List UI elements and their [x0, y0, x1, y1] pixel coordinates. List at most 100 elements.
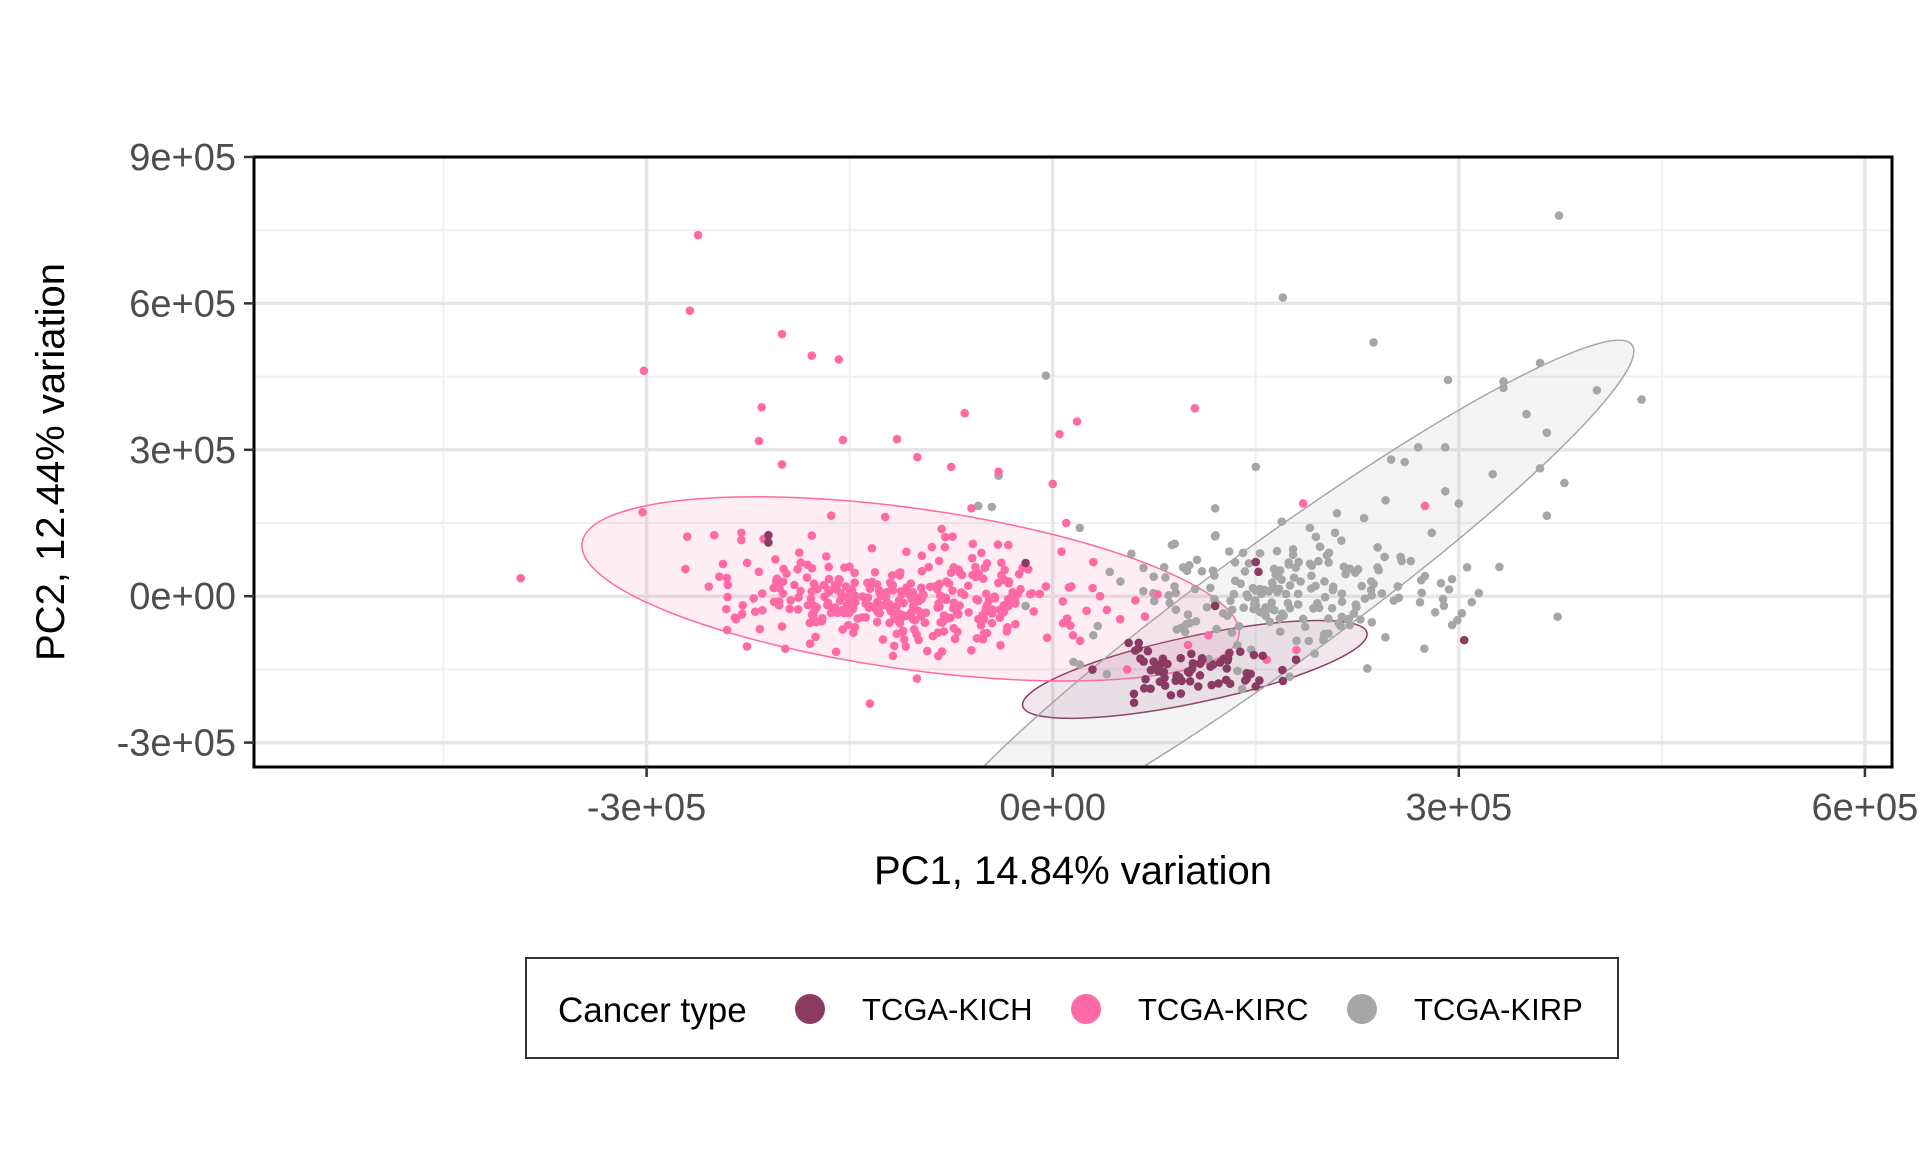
point-tcga-kirp — [1367, 591, 1377, 600]
point-tcga-kirc — [782, 569, 791, 578]
point-tcga-kirp — [1233, 640, 1242, 650]
point-tcga-kirc — [807, 531, 817, 540]
legend-label-tcga-kirc: TCGA-KIRC — [1138, 992, 1309, 1027]
point-tcga-kirc — [714, 572, 724, 582]
point-tcga-kirp — [1427, 528, 1437, 538]
point-tcga-kirc — [737, 610, 747, 619]
point-tcga-kirc — [953, 627, 962, 637]
point-tcga-kirp — [1535, 358, 1545, 368]
point-tcga-kirp — [1277, 575, 1286, 584]
point-tcga-kirc — [972, 595, 981, 604]
point-tcga-kirp — [1444, 585, 1454, 594]
point-tcga-kirc — [1140, 612, 1150, 621]
point-tcga-kich — [1134, 638, 1144, 648]
point-tcga-kirc — [754, 567, 764, 577]
point-tcga-kirp — [1293, 600, 1303, 609]
point-tcga-kirc — [899, 598, 908, 608]
point-tcga-kirp — [1240, 567, 1250, 576]
point-tcga-kirp — [1436, 578, 1446, 588]
point-tcga-kirp — [1360, 594, 1370, 603]
point-tcga-kirp — [1406, 556, 1416, 566]
point-tcga-kirc — [872, 580, 882, 589]
point-tcga-kirp — [1305, 523, 1315, 533]
point-tcga-kirc — [913, 452, 922, 462]
point-tcga-kirc — [831, 647, 841, 657]
point-tcga-kirc — [639, 366, 649, 376]
point-tcga-kirp — [1313, 598, 1322, 608]
point-tcga-kirc — [824, 574, 834, 584]
point-tcga-kirp — [1440, 443, 1450, 452]
point-tcga-kirp — [1324, 614, 1333, 623]
point-tcga-kirp — [1284, 558, 1294, 567]
point-tcga-kirc — [1042, 633, 1052, 643]
point-tcga-kirp — [1149, 596, 1159, 606]
point-tcga-kirp — [1093, 621, 1103, 631]
point-tcga-kirc — [865, 699, 875, 708]
point-tcga-kirc — [1003, 594, 1013, 604]
point-tcga-kirp — [1202, 602, 1212, 612]
point-tcga-kirp — [1356, 615, 1365, 624]
point-tcga-kirp — [1430, 607, 1440, 617]
point-tcga-kirp — [1210, 594, 1219, 604]
point-tcga-kirp — [1105, 567, 1115, 577]
point-tcga-kich — [1186, 649, 1196, 659]
point-tcga-kirp — [1467, 597, 1477, 607]
point-tcga-kirp — [1362, 664, 1372, 673]
point-tcga-kich — [1139, 657, 1148, 666]
point-tcga-kirp — [1102, 669, 1112, 679]
point-tcga-kirc — [885, 618, 894, 628]
point-tcga-kirc — [988, 605, 997, 614]
point-tcga-kirp — [1420, 644, 1429, 653]
point-tcga-kirc — [1420, 501, 1430, 511]
point-tcga-kirc — [1095, 591, 1105, 601]
point-tcga-kirc — [870, 567, 880, 577]
point-tcga-kirc — [803, 600, 813, 610]
point-tcga-kirc — [850, 568, 859, 578]
point-tcga-kirp — [1380, 552, 1389, 562]
point-tcga-kirp — [1337, 597, 1347, 606]
point-tcga-kirp — [1337, 589, 1347, 598]
point-tcga-kich — [1166, 690, 1176, 700]
point-tcga-kirc — [1088, 583, 1097, 593]
point-tcga-kirc — [987, 618, 997, 628]
x-tick-label: -3e+05 — [587, 787, 706, 829]
point-tcga-kirp — [1307, 571, 1316, 581]
point-tcga-kirc — [916, 583, 926, 593]
point-tcga-kich — [1222, 664, 1232, 673]
point-tcga-kirp — [1210, 504, 1220, 513]
point-tcga-kirc — [812, 603, 822, 612]
point-tcga-kirc — [704, 582, 714, 591]
point-tcga-kirp — [1522, 409, 1531, 419]
point-tcga-kirc — [1075, 636, 1085, 646]
point-tcga-kirp — [1224, 547, 1234, 556]
point-tcga-kirc — [938, 618, 947, 627]
point-tcga-kirc — [805, 618, 815, 628]
point-tcga-kirp — [1373, 563, 1382, 572]
point-tcga-kirc — [1011, 619, 1020, 629]
point-tcga-kirp — [1170, 582, 1179, 591]
point-tcga-kirp — [1192, 555, 1202, 565]
point-tcga-kirp — [1307, 561, 1317, 570]
point-tcga-kich — [1208, 660, 1218, 669]
point-tcga-kich — [1242, 668, 1252, 678]
point-tcga-kirp — [1233, 666, 1242, 676]
y-tick-label: 0e+00 — [129, 576, 236, 618]
point-tcga-kirp — [1218, 609, 1228, 618]
point-tcga-kirc — [960, 408, 970, 418]
point-tcga-kirc — [685, 306, 695, 316]
point-tcga-kirc — [882, 588, 892, 597]
point-tcga-kirc — [946, 462, 956, 472]
point-tcga-kirc — [880, 512, 890, 522]
point-tcga-kirc — [967, 553, 977, 563]
point-tcga-kirp — [1244, 558, 1254, 568]
point-tcga-kirp — [1089, 630, 1098, 640]
point-tcga-kirc — [738, 600, 748, 610]
point-tcga-kirp — [1293, 589, 1303, 599]
point-tcga-kirp — [1637, 395, 1646, 404]
point-tcga-kirc — [963, 581, 973, 591]
point-tcga-kirp — [1554, 211, 1564, 220]
point-tcga-kirc — [909, 624, 919, 634]
point-tcga-kirp — [1161, 573, 1170, 582]
point-tcga-kirc — [777, 460, 787, 469]
